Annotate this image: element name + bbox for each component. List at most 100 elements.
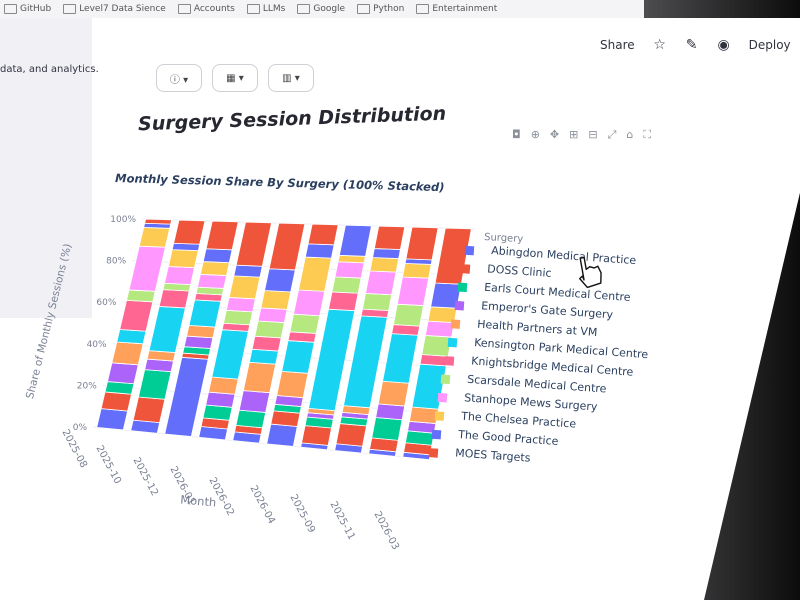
bookmark-0[interactable]: GitHub xyxy=(4,4,51,14)
bar-segment xyxy=(138,227,171,248)
bar-segment xyxy=(365,270,397,296)
legend-swatch xyxy=(464,245,475,256)
pan-icon[interactable]: ✥ xyxy=(549,128,560,141)
legend-swatch xyxy=(434,411,445,421)
bar-segment xyxy=(408,406,439,425)
bookmark-1[interactable]: Level7 Data Sience xyxy=(63,4,166,14)
pencil-icon[interactable]: ✎ xyxy=(685,37,698,53)
bar-segment xyxy=(205,220,239,251)
bar-segment xyxy=(208,376,239,395)
bookmark-2[interactable]: Accounts xyxy=(177,4,235,14)
x-axis-title: Month xyxy=(180,492,217,509)
bar-segment xyxy=(377,380,410,407)
legend-swatch xyxy=(440,374,451,385)
bar-segment xyxy=(137,369,172,400)
bar-segment xyxy=(281,340,315,374)
info-dropdown[interactable]: ⓘ ▾ xyxy=(156,64,202,92)
bookmark-label: Entertainment xyxy=(432,4,498,14)
y-axis-title: Share of Monthly Sessions (%) xyxy=(24,242,74,400)
bar-segment xyxy=(223,309,254,326)
autoscale-icon[interactable]: ⤢ xyxy=(607,128,617,141)
bookmark-4[interactable]: Google xyxy=(297,4,345,14)
bookmark-3[interactable]: LLMs xyxy=(246,4,285,14)
bookmarks-bar: GitHub Level7 Data Sience Accounts LLMs … xyxy=(0,0,644,18)
bar-segment xyxy=(369,257,400,273)
legend-swatch xyxy=(450,319,461,329)
bar-segment xyxy=(382,333,419,384)
bar-segment xyxy=(405,226,439,261)
bar-segment xyxy=(266,423,298,447)
bar-segment xyxy=(248,348,279,365)
bar-segment xyxy=(293,289,326,317)
legend-swatch xyxy=(454,300,465,311)
bar-segment xyxy=(257,307,288,323)
bar-segment xyxy=(276,370,309,399)
bar-segment xyxy=(116,329,147,345)
legend-label: The Good Practice xyxy=(457,428,559,448)
bar-segment xyxy=(298,256,332,292)
bar-segment xyxy=(392,303,424,327)
y-tick-label: 0% xyxy=(73,423,88,433)
bar-segment xyxy=(345,224,372,227)
app-toolbar: Share ☆ ✎ ◉ Deploy xyxy=(600,37,791,53)
x-tick-label: 2025-12 xyxy=(131,456,160,498)
github-icon[interactable]: ◉ xyxy=(717,37,730,53)
bar-segment xyxy=(202,248,233,264)
bar-segment xyxy=(251,335,282,352)
bookmark-5[interactable]: Python xyxy=(357,4,404,14)
bar-segment xyxy=(331,276,362,294)
bar-segment xyxy=(424,320,455,338)
y-tick-label: 20% xyxy=(77,381,97,391)
bar-segment xyxy=(238,390,271,413)
bar-segment xyxy=(371,417,403,441)
legend-title: Surgery xyxy=(484,232,524,245)
bar-segment xyxy=(421,335,453,357)
bar-segment xyxy=(254,320,285,339)
bookmark-label: Python xyxy=(373,4,405,14)
chart-dropdown[interactable]: ▥ ▾ xyxy=(268,64,314,92)
bar-segment xyxy=(411,363,447,410)
star-icon[interactable]: ☆ xyxy=(653,37,666,53)
bar-segment xyxy=(148,306,186,353)
bar-segment xyxy=(228,275,261,300)
chart-title: Monthly Session Share By Surgery (100% S… xyxy=(115,171,445,194)
x-tick-label: 2025-08 xyxy=(60,428,89,470)
calendar-dropdown[interactable]: ▦ ▾ xyxy=(212,64,258,92)
fullscreen-icon[interactable]: ⛶ xyxy=(643,128,652,141)
y-tick-label: 60% xyxy=(96,298,116,308)
chart-modebar: ◘ ⊕ ✥ ⊞ ⊟ ⤢ ⌂ ⛶ xyxy=(512,128,651,142)
home-icon[interactable]: ⌂ xyxy=(626,128,634,141)
legend-label: DOSS Clinic xyxy=(487,262,552,279)
bar-segment xyxy=(334,261,365,279)
deploy-button[interactable]: Deploy xyxy=(748,38,791,52)
folder-icon xyxy=(246,4,260,14)
bar-segment xyxy=(128,245,166,292)
bar-segment xyxy=(335,423,367,447)
bar-segment xyxy=(307,223,339,246)
legend-swatch xyxy=(437,392,448,403)
bar-segment xyxy=(225,296,256,313)
y-tick-label: 80% xyxy=(106,257,126,267)
bar-segment xyxy=(304,243,335,259)
zoom-in-icon[interactable]: ⊞ xyxy=(569,128,579,141)
bar-segment xyxy=(96,408,129,431)
x-tick-label: 2025-10 xyxy=(94,444,123,486)
bar-segment xyxy=(119,299,154,332)
bookmark-6[interactable]: Entertainment xyxy=(416,4,497,14)
bar-segment xyxy=(197,273,227,289)
hand-cursor-icon xyxy=(579,256,602,289)
bar-segment xyxy=(167,249,199,269)
bar-segment xyxy=(268,222,306,271)
share-button[interactable]: Share xyxy=(600,38,635,52)
bar-segment xyxy=(260,290,292,310)
bar-segment xyxy=(107,362,139,385)
calendar-icon: ▦ ▾ xyxy=(226,72,244,84)
zoom-out-icon[interactable]: ⊟ xyxy=(588,128,598,141)
zoom-icon[interactable]: ⊕ xyxy=(530,128,540,141)
bar-chart-icon: ▥ ▾ xyxy=(282,72,300,84)
camera-icon[interactable]: ◘ xyxy=(512,128,521,141)
sidebar: data, and analytics. xyxy=(0,18,99,318)
bar-segment xyxy=(233,264,263,278)
